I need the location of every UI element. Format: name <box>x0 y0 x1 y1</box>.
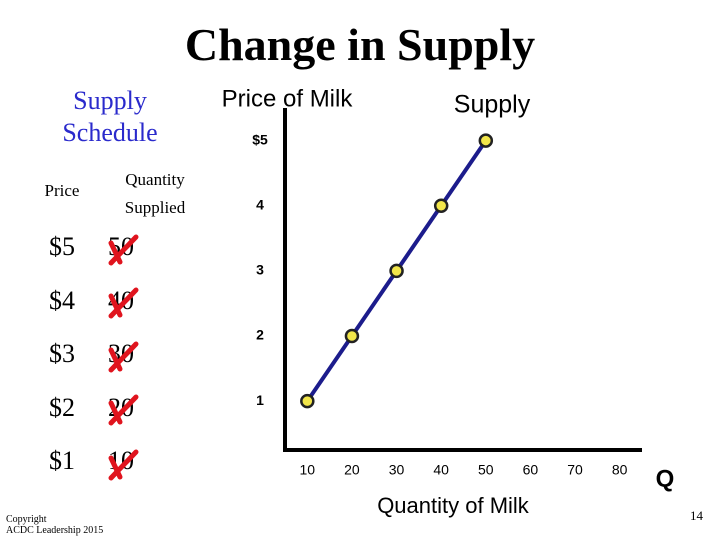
cross-out <box>108 240 123 265</box>
copyright-line: Copyright <box>6 514 47 525</box>
x-tick-label: 50 <box>478 462 494 478</box>
price-cell: $2 <box>49 392 75 422</box>
data-point <box>433 198 449 213</box>
y-tick-label: 4 <box>256 196 264 212</box>
data-point <box>300 393 315 409</box>
x-tick-label: 70 <box>567 462 583 478</box>
column-header: Price <box>44 181 80 200</box>
price-cell: $3 <box>49 339 75 368</box>
slide-title: Change in Supply <box>184 19 536 70</box>
x-tick-label: 20 <box>344 462 360 478</box>
y-tick-label: 2 <box>256 327 264 343</box>
cross-outs <box>108 234 139 481</box>
page-number: 14 <box>690 508 703 523</box>
cross-out <box>108 341 139 373</box>
y-axis-label: Price of Milk <box>222 85 354 112</box>
table-title: Supply Schedule <box>62 86 158 147</box>
price-cell: $1 <box>49 446 75 475</box>
x-tick-label: 60 <box>523 462 539 478</box>
y-tick-label: $5 <box>252 131 268 147</box>
cross-out <box>108 455 123 480</box>
cross-out <box>108 234 139 266</box>
data-point <box>389 263 404 279</box>
cross-out <box>108 293 123 318</box>
copyright: Copyright ACDC Leadership 2015 <box>6 514 103 536</box>
data-point <box>344 328 360 344</box>
cross-out <box>108 400 123 425</box>
y-tick-label: 3 <box>256 262 264 278</box>
price-cell: $5 <box>49 232 75 261</box>
x-tick-label: 40 <box>433 462 449 478</box>
series-label: Supply <box>454 91 531 119</box>
x-axis-end-label: Q <box>656 465 675 492</box>
x-tick-label: 10 <box>300 462 316 478</box>
y-tick-label: 1 <box>256 392 264 408</box>
x-tick-label: 80 <box>612 462 628 478</box>
x-axis-label: Quantity of Milk <box>377 493 530 518</box>
price-cell: $4 <box>49 285 75 315</box>
x-tick-label: 30 <box>389 462 405 478</box>
cross-out <box>108 449 139 481</box>
cross-out <box>108 347 123 372</box>
data-point <box>478 133 494 148</box>
column-header: Quantity Supplied <box>124 170 186 217</box>
copyright-line: ACDC Leadership 2015 <box>6 525 104 536</box>
cross-out <box>108 394 139 426</box>
cross-out <box>108 287 139 319</box>
